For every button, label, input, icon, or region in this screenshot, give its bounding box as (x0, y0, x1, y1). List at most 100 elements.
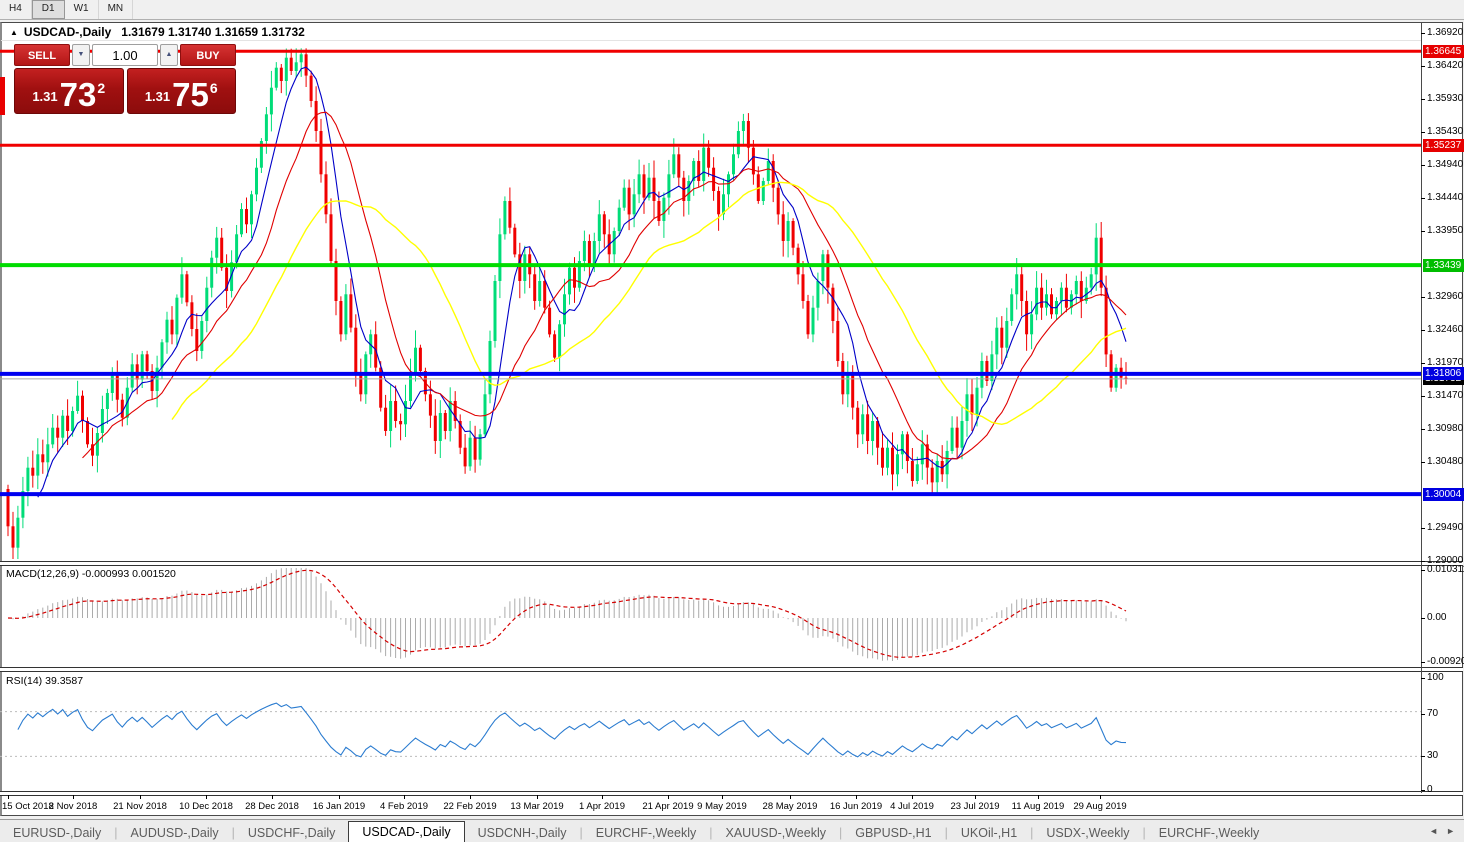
date-axis-tick (790, 795, 791, 799)
macd-axis-label: 0.010311 (1427, 564, 1464, 575)
chart-tab-usdcnh-daily[interactable]: USDCNH-,Daily (477, 826, 567, 840)
buy-button[interactable]: BUY (180, 44, 236, 66)
price-tag: 1.33439 (1423, 258, 1464, 272)
price-axis-tick (1421, 197, 1425, 199)
price-axis-tick (1421, 98, 1425, 100)
tab-separator: | (838, 826, 843, 840)
macd-axis-tick (1421, 661, 1425, 663)
collapse-triangle-icon[interactable]: ▲ (10, 28, 18, 37)
macd-label: MACD(12,26,9) -0.000993 0.001520 (6, 568, 176, 580)
price-tag: 1.35237 (1423, 138, 1464, 152)
tab-separator: | (1142, 826, 1146, 840)
price-axis-divider (1421, 23, 1422, 793)
price-axis-label: 1.34440 (1427, 192, 1464, 204)
price-axis-tick (1421, 527, 1425, 529)
panel-separator[interactable] (0, 561, 1463, 566)
price-axis-label: 1.33950 (1427, 225, 1464, 236)
ohlc-values: 1.31679 1.31740 1.31659 1.31732 (121, 25, 305, 39)
price-axis-tick (1421, 65, 1425, 67)
tab-separator: | (114, 826, 118, 840)
chart-tab-xauusd-weekly[interactable]: XAUUSD-,Weekly (725, 826, 826, 840)
price-axis-label: 1.35930 (1427, 93, 1464, 104)
chart-tab-eurchf-weekly[interactable]: EURCHF-,Weekly (1158, 826, 1260, 840)
chart-tab-eurusd-daily[interactable]: EURUSD-,Daily (13, 826, 102, 840)
date-axis-tick (975, 795, 976, 799)
chart-symbol-title: USDCAD-,Daily (23, 25, 112, 39)
price-axis-label: 1.32960 (1427, 291, 1464, 302)
price-axis-tick (1421, 32, 1425, 34)
date-axis-label: 15 Oct 2018 (2, 801, 54, 812)
buy-price-tile[interactable]: 1.31 75 6 (126, 68, 236, 114)
macd-panel[interactable] (0, 565, 1422, 665)
date-axis-tick (722, 795, 723, 799)
date-axis-label: 1 Apr 2019 (579, 801, 625, 812)
rsi-value: 39.3587 (45, 675, 84, 687)
rsi-axis-label: 100 (1427, 672, 1444, 683)
sell-price-base: 1.31 (32, 89, 58, 104)
macd-axis-tick (1421, 617, 1425, 619)
panel-separator[interactable] (0, 667, 1463, 672)
price-axis-label: 1.30480 (1427, 456, 1464, 468)
price-axis-tick (1421, 329, 1425, 331)
rsi-axis-label: 70 (1427, 708, 1439, 719)
date-axis-tick (73, 795, 74, 799)
chart-tab-bar: EURUSD-,Daily | AUDUSD-,Daily | USDCHF-,Dail… (0, 819, 1464, 842)
volume-input[interactable] (92, 44, 158, 66)
macd-axis-label: -0.009203 (1427, 656, 1464, 667)
price-axis-label: 1.36920 (1427, 27, 1464, 38)
price-tag: 1.31806 (1423, 367, 1464, 381)
chart-tab-ukoil-h1[interactable]: UKOil-,H1 (960, 826, 1018, 840)
volume-decrease-button[interactable]: ▼ (72, 44, 90, 66)
date-axis-tick (537, 795, 538, 799)
price-axis-tick (1421, 560, 1425, 562)
tab-separator: | (231, 826, 235, 840)
price-axis-label: 1.31470 (1427, 390, 1464, 402)
arrow-up-icon: ▲ (165, 51, 173, 58)
chart-tab-audusd-daily[interactable]: AUDUSD-,Daily (130, 826, 219, 840)
sell-price-tile[interactable]: 1.31 73 2 (14, 68, 124, 114)
price-axis-tick (1421, 395, 1425, 397)
chart-tab-gbpusd-h1[interactable]: GBPUSD-,H1 (855, 826, 932, 840)
date-axis-label: 21 Apr 2019 (642, 801, 694, 812)
main-price-chart[interactable] (0, 40, 1422, 562)
price-axis-tick (1421, 296, 1425, 298)
timeframe-button-d1[interactable]: D1 (31, 0, 65, 19)
timeframe-button-mn[interactable]: MN (99, 0, 134, 19)
panel-separator[interactable] (0, 791, 1463, 796)
price-tag: 1.36645 (1423, 44, 1464, 58)
chart-tab-usdx-weekly[interactable]: USDX-,Weekly (1046, 826, 1130, 840)
chart-tab-usdcad-daily[interactable]: USDCAD-,Daily (348, 821, 465, 842)
date-axis-label: 28 Dec 2018 (245, 801, 299, 812)
price-axis-label: 1.34940 (1427, 159, 1464, 170)
date-axis-label: 4 Jul 2019 (890, 801, 934, 812)
one-click-trade-panel: SELL ▼ ▲ BUY 1.31 73 2 1.31 75 6 (14, 44, 236, 114)
buy-price-base: 1.31 (144, 89, 171, 104)
date-axis-label: 21 Nov 2018 (113, 801, 167, 812)
chart-title-bar: ▲ USDCAD-,Daily 1.31679 1.31740 1.31659 1.… (10, 25, 305, 39)
tab-separator: | (1030, 826, 1034, 840)
tab-scroll-right-icon[interactable]: ► (1446, 826, 1455, 836)
sell-button[interactable]: SELL (14, 44, 70, 66)
timeframe-toolbar: H4 D1 W1 MN (0, 0, 1464, 20)
price-tag: 1.30004 (1423, 487, 1464, 501)
timeframe-button-h4[interactable]: H4 (0, 0, 32, 19)
chart-tab-eurchf-weekly[interactable]: EURCHF-,Weekly (595, 826, 697, 840)
arrow-down-icon: ▼ (77, 51, 85, 58)
price-axis-tick (1421, 164, 1425, 166)
tab-separator: | (944, 826, 948, 840)
price-axis-label: 1.31970 (1427, 357, 1464, 368)
rsi-axis-label: 30 (1427, 750, 1439, 761)
macd-value-signal: 0.001520 (132, 568, 176, 580)
rsi-panel[interactable] (0, 672, 1422, 792)
date-axis-label: 9 May 2019 (697, 801, 747, 812)
sell-price-sup: 2 (97, 80, 106, 96)
volume-increase-button[interactable]: ▲ (160, 44, 178, 66)
price-axis-tick (1421, 230, 1425, 232)
chart-tab-usdchf-daily[interactable]: USDCHF-,Daily (247, 826, 336, 840)
timeframe-button-w1[interactable]: W1 (65, 0, 99, 19)
price-axis-tick (1421, 428, 1425, 430)
rsi-axis-label: 0 (1427, 784, 1433, 795)
line-anchor-marker (0, 77, 5, 115)
date-axis-tick (1100, 795, 1101, 799)
tab-scroll-left-icon[interactable]: ◄ (1429, 826, 1439, 836)
